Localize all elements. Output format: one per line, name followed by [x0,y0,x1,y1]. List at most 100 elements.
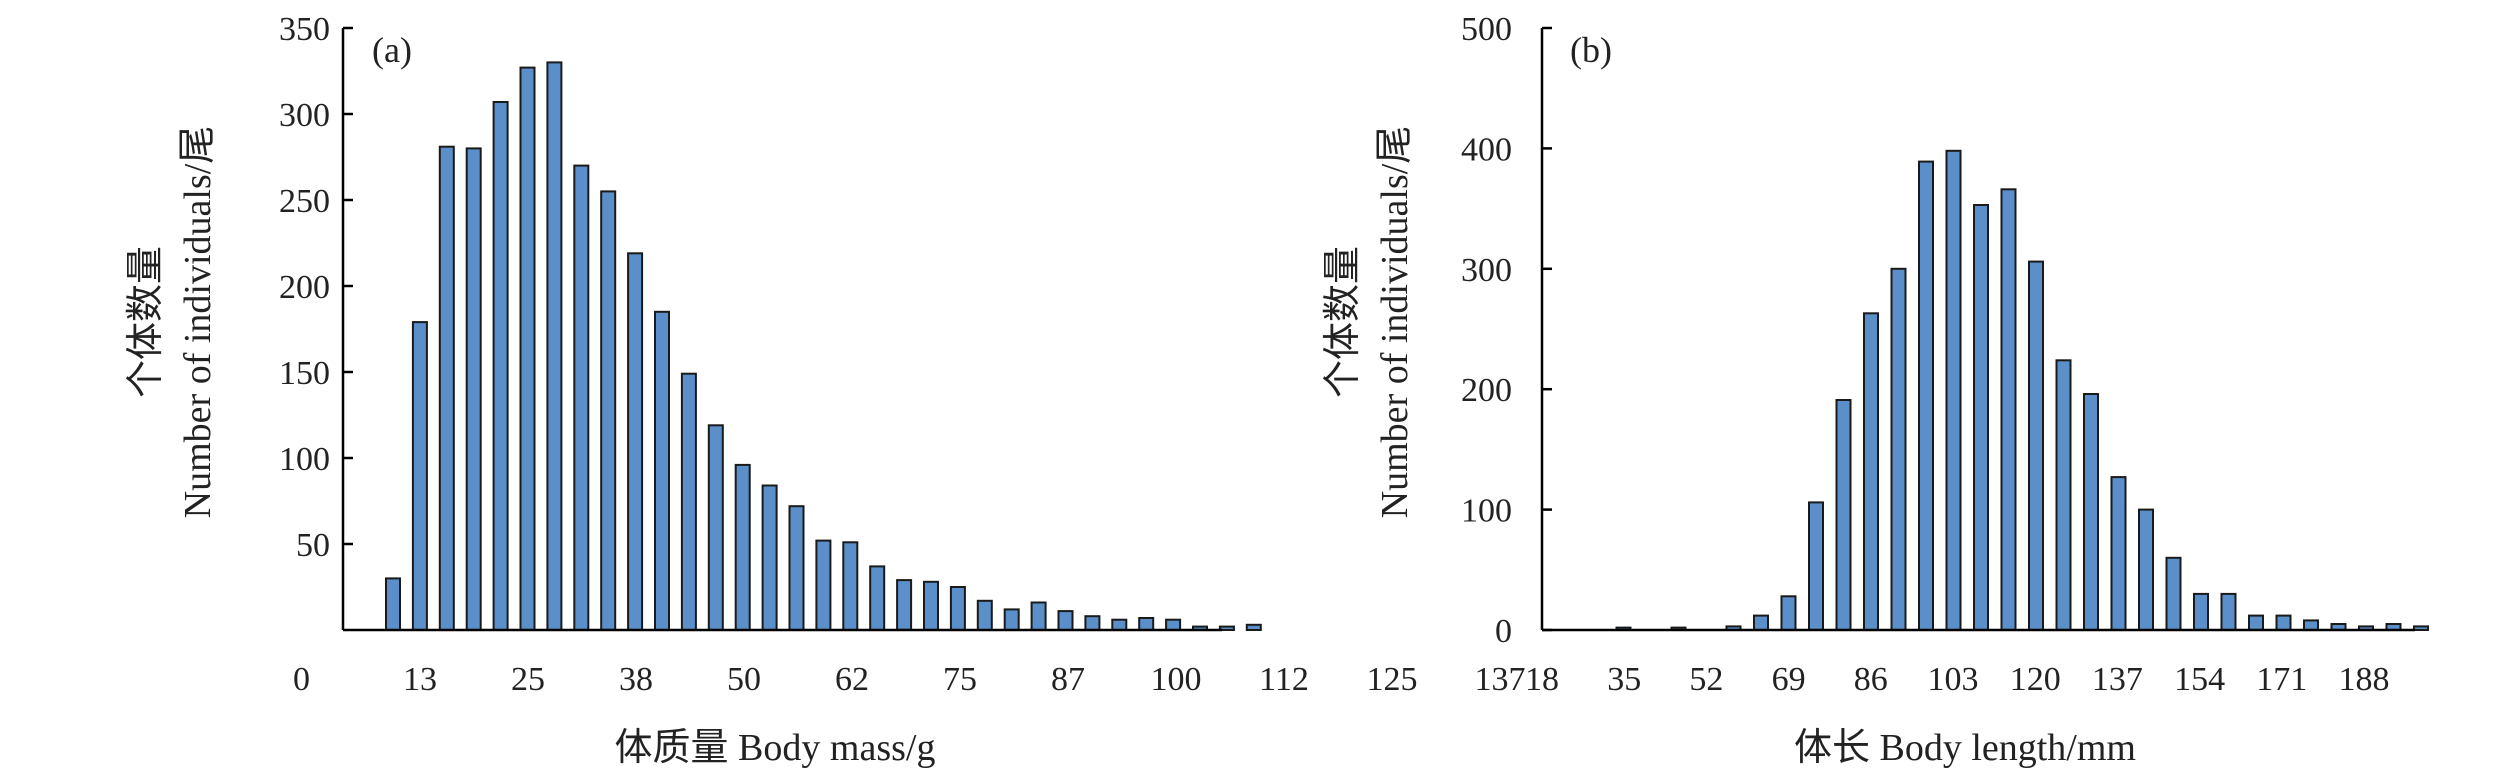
panel-a-label: (a) [372,30,412,70]
panel-a-y-tick-label: 50 [296,527,330,564]
panel-b-bar [2055,359,2072,631]
panel-b-bar [2165,556,2182,631]
panel-a-bar [1245,623,1262,631]
panel-a-bar [949,586,966,631]
panel-b-bar [1973,204,1989,631]
panel-b-bar [2083,393,2099,631]
panel-a-y-tick-label: 100 [279,441,330,478]
panel-b-y-tick-label: 500 [1461,11,1512,48]
panel-b-bar [1780,595,1797,631]
panel-a-y-tick-label: 150 [279,355,330,392]
panel-b-y-tick-label: 400 [1461,131,1512,168]
panel-a-bar [734,463,751,631]
panel-b-label: (b) [1570,30,1612,70]
panel-b-bar [1918,160,1934,631]
panel-a-ylabel-en: Number of individuals/尾 [177,126,219,519]
panel-a-x-tick-label: 87 [1051,661,1085,698]
panel-b-bar [2110,476,2127,631]
panel-a-bar [842,541,859,631]
panel-b-bar [1835,399,1852,631]
panel-b-y-tick-label: 0 [1495,613,1512,650]
panel-a-bar [573,164,590,631]
panel-b-x-tick-label: 103 [1928,661,1979,698]
panel-a-bar [1057,610,1074,631]
panel-b-bar [1890,267,1907,631]
panel-a-bar [519,66,536,632]
panel-b-x-tick-label: 120 [2010,661,2061,698]
panel-a-xlabel: 体质量 Body mass/g [615,727,936,769]
panel-a-bar [627,252,644,632]
panel-a-bar [788,505,805,632]
panel-a-bar [761,484,778,631]
panel-a-bar [654,310,670,631]
panel-b-bar [2303,619,2319,632]
panel-b-bar [1945,149,1962,632]
panel-b-bar [2248,614,2264,631]
panel-a-x-tick-label: 125 [1367,661,1418,698]
panel-b-y-tick-label: 100 [1461,493,1512,530]
panel-a-x-tick-label: 62 [835,661,869,698]
panel-a-x-tick-label: 38 [619,661,653,698]
panel-b-y-tick-label: 200 [1461,372,1512,409]
panel-b: (b) 个体数量 Number of individuals/尾 体长 Body… [1322,11,2429,769]
panel-b-bar [2413,625,2429,632]
panel-a-y-tick-label: 300 [279,97,330,134]
panel-b-bar [2000,188,2017,632]
panel-b-xlabel: 体长 Body length/mm [1794,727,2136,769]
panel-a-y-tick-label: 200 [279,269,330,306]
panel-b-x-tick-label: 18 [1525,661,1559,698]
panel-a-x-ticks: 13 25 38 50 62 75 87 100 112 125 137 [403,661,1526,698]
panel-a-bar [976,599,993,631]
panel-a-x-tick-label: 13 [403,661,437,698]
panel-a-bar [600,190,617,631]
panel-b-bar [1863,312,1879,631]
panel-b-x-tick-label: 52 [1689,661,1723,698]
panel-a-bars [385,61,1262,632]
panel-b-bar [1808,501,1824,631]
panel-a-y-tick-label: 350 [279,11,330,48]
panel-a-bar [923,580,939,631]
panel-a-bar [1111,618,1128,632]
panel-a-bar [1003,608,1020,632]
panel-b-bar [2193,592,2209,632]
panel-b-ylabel-cn: 个体数量 [1322,246,1364,398]
panel-a-ylabel-cn: 个体数量 [125,246,167,398]
panel-b-bars [1615,149,2429,632]
panel-b-x-ticks: 18 35 52 69 86 103 120 137 154 171 188 [1525,661,2390,698]
panel-a-y-tick-label: 250 [279,183,330,220]
panel-b-ylabel-en: Number of individuals/尾 [1374,126,1416,519]
panel-a-x-tick-label: 137 [1475,661,1526,698]
panel-a-bar [1030,601,1047,631]
panel-b-bar [2220,592,2237,632]
panel-a-x-tick-label: 75 [943,661,977,698]
panel-a-y-ticks: 50 100 150 200 250 300 350 [279,11,353,564]
panel-a-bar [1218,625,1235,631]
panel-b-y-tick-label: 300 [1461,252,1512,289]
panel-a-x-tick-label: 25 [511,661,545,698]
panel-b-x-tick-label: 137 [2092,661,2143,698]
panel-a-bar [869,565,886,632]
panel-a-bar [411,321,428,631]
panel-a-bar [896,579,913,631]
panel-b-x-tick-label: 69 [1772,661,1806,698]
panel-b-bar [2138,508,2154,632]
panel-a-bar [546,61,563,631]
panel-a-x-tick-label: 100 [1151,661,1202,698]
panel-b-x-tick-label: 188 [2339,661,2390,698]
panel-b-bar [2028,260,2044,631]
panel-a-bar [438,145,455,631]
panel-a-bar [385,577,401,632]
panel-a-x-tick-label: 50 [727,661,761,698]
panel-a-bar [465,147,482,631]
panel-a-bar [1138,617,1155,631]
panel-a: (a) 个体数量 Number of individuals/尾 体质量 Bod… [125,11,1526,769]
panel-b-bar [2275,614,2292,631]
panel-b-bar [1753,614,1769,631]
panel-a-y-zero-label: 0 [293,661,310,698]
panel-a-bar [815,539,832,631]
panel-b-x-tick-label: 35 [1607,661,1641,698]
panel-a-bar [492,101,509,631]
panel-b-x-tick-label: 86 [1854,661,1888,698]
panel-b-x-tick-label: 154 [2174,661,2225,698]
